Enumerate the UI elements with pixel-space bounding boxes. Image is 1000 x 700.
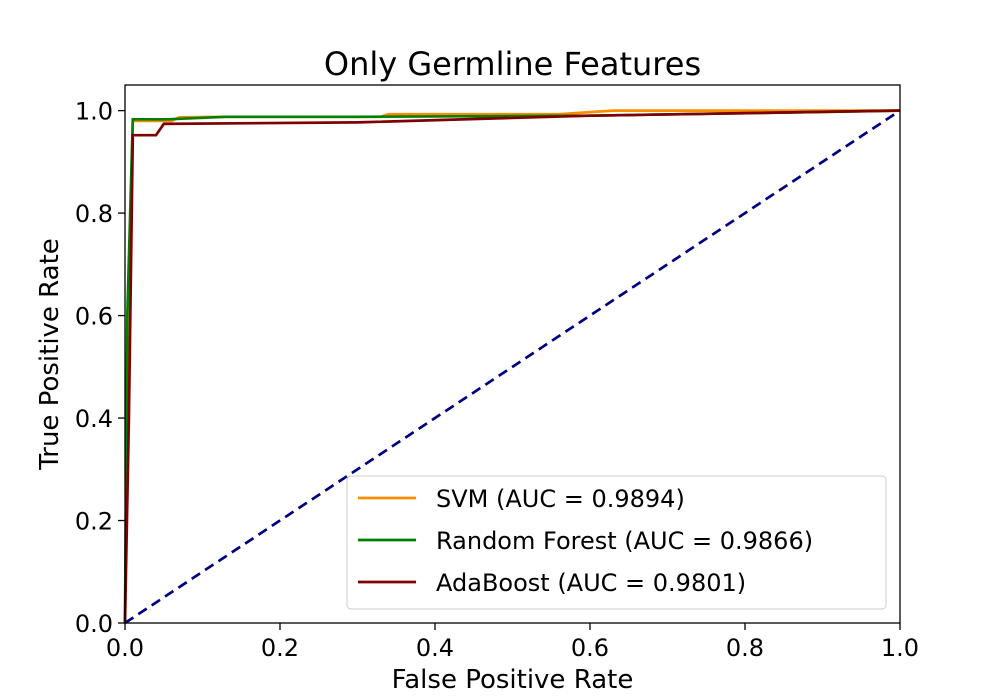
x-tick-label: 1.0 bbox=[881, 634, 919, 662]
y-axis-label: True Positive Rate bbox=[35, 238, 65, 471]
y-tick-label: 0.4 bbox=[75, 405, 113, 433]
chance-diagonal-line bbox=[124, 109, 901, 625]
y-tick-label: 0.0 bbox=[75, 610, 113, 638]
plot-frame bbox=[124, 84, 901, 624]
y-tick-label: 1.0 bbox=[75, 98, 113, 126]
x-axis-ticks: 0.0 0.2 0.4 0.6 0.8 1.0 bbox=[106, 623, 919, 662]
plot-lines bbox=[123, 109, 901, 625]
x-tick-label: 0.4 bbox=[416, 634, 454, 662]
legend-box bbox=[346, 475, 887, 610]
y-tick-label: 0.6 bbox=[75, 303, 113, 331]
x-tick-label: 0.8 bbox=[726, 634, 764, 662]
x-tick-label: 0.2 bbox=[261, 634, 299, 662]
y-tick-label: 0.8 bbox=[75, 200, 113, 228]
legend-label: Random Forest (AUC = 0.9866) bbox=[436, 527, 813, 555]
x-tick-label: 0.0 bbox=[106, 634, 144, 662]
legend: SVM (AUC = 0.9894) Random Forest (AUC = 0… bbox=[346, 475, 887, 610]
series-line-2 bbox=[123, 109, 901, 624]
y-tick-label: 0.2 bbox=[75, 508, 113, 536]
legend-label: AdaBoost (AUC = 0.9801) bbox=[436, 569, 746, 597]
y-axis-ticks: 0.0 0.2 0.4 0.6 0.8 1.0 bbox=[75, 98, 125, 638]
x-axis-label: False Positive Rate bbox=[392, 665, 634, 695]
legend-label: SVM (AUC = 0.9894) bbox=[436, 485, 685, 513]
chart-title: Only Germline Features bbox=[324, 45, 701, 83]
x-tick-label: 0.6 bbox=[571, 634, 609, 662]
